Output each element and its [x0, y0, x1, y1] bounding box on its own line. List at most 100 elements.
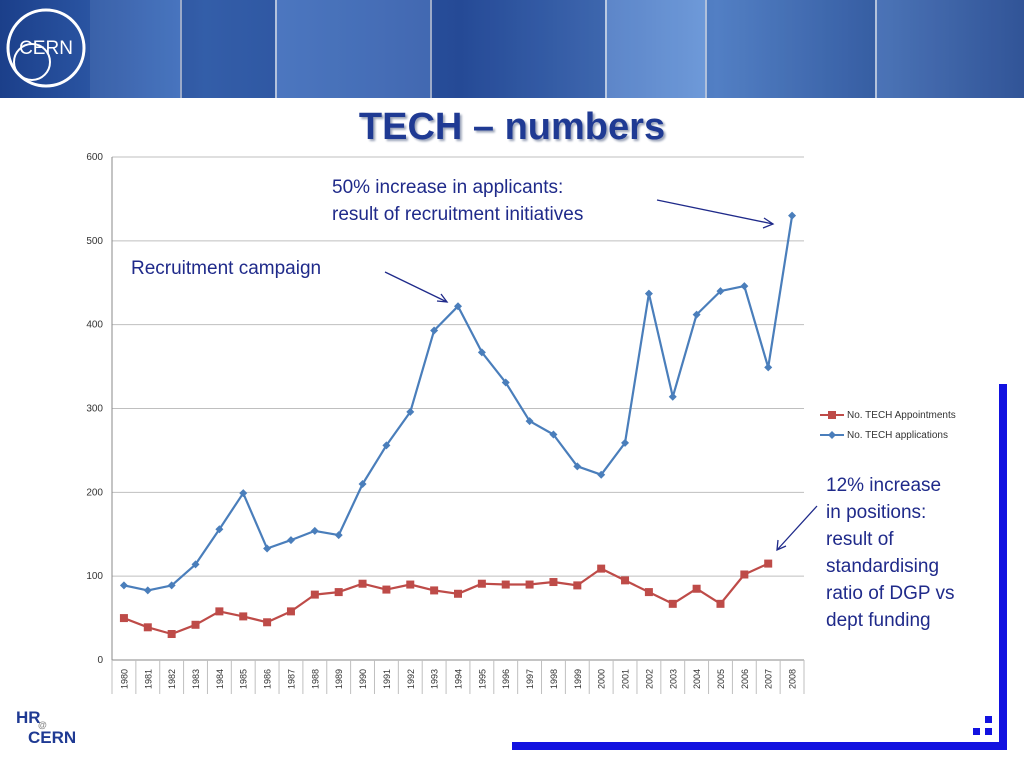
- applicants-arrow: [656, 199, 774, 225]
- banner-image-panel: [875, 0, 1024, 98]
- y-tick-label: 200: [86, 487, 103, 498]
- data-point-applications: [430, 326, 439, 335]
- data-point-applications: [716, 287, 725, 296]
- data-point-applications: [286, 536, 295, 545]
- data-point-appointments: [716, 599, 725, 608]
- y-tick-label: 100: [86, 571, 103, 582]
- data-point-appointments: [644, 588, 653, 597]
- x-tick-label: 1986: [263, 669, 273, 689]
- x-tick-label: 1980: [119, 669, 129, 689]
- chart-axes: 0 100 200 300 400 500 600 1980 1981 1982 1983 1984 1…: [86, 152, 805, 694]
- x-tick-label: 1987: [286, 669, 296, 689]
- data-point-appointments: [597, 564, 606, 573]
- data-point-applications: [668, 392, 677, 401]
- x-tick-label: 2006: [740, 669, 750, 689]
- data-point-appointments: [501, 580, 510, 589]
- x-tick-label: 1988: [310, 669, 320, 689]
- data-point-applications: [525, 417, 534, 426]
- data-point-appointments: [263, 618, 272, 627]
- data-point-appointments: [143, 623, 152, 632]
- applicants-annotation-line: 50% increase in applicants:: [332, 177, 564, 198]
- banner-image-panel: [705, 0, 877, 98]
- data-point-appointments: [167, 630, 176, 639]
- header-banner: CERN: [0, 0, 1024, 98]
- data-point-applications: [382, 441, 391, 450]
- data-point-applications: [788, 211, 797, 220]
- svg-text:HR: HR: [16, 708, 41, 727]
- data-point-applications: [191, 560, 200, 569]
- positions-annotation-line: ratio of DGP vs: [826, 583, 955, 604]
- data-point-applications: [477, 348, 486, 357]
- x-tick-label: 1993: [430, 669, 440, 689]
- data-point-appointments: [382, 585, 391, 594]
- y-tick-label: 400: [86, 320, 103, 331]
- positions-annotation-line: 12% increase: [826, 475, 942, 496]
- slide-title: TECH – numbers: [358, 106, 666, 148]
- data-point-appointments: [477, 579, 486, 588]
- data-point-appointments: [191, 620, 200, 629]
- legend-label: No. TECH applications: [847, 429, 948, 441]
- x-tick-label: 2001: [621, 669, 631, 689]
- data-point-applications: [310, 526, 319, 535]
- x-tick-label: 2008: [788, 669, 798, 689]
- chart-legend: No. TECH Appointments No. TECH applicati…: [820, 405, 956, 445]
- data-point-applications: [119, 581, 128, 590]
- data-point-appointments: [740, 570, 749, 579]
- positions-annotation-line: dept funding: [826, 610, 931, 631]
- x-tick-label: 1991: [382, 669, 392, 689]
- data-point-applications: [406, 407, 415, 416]
- x-tick-label: 2005: [716, 669, 726, 689]
- legend-item-applications: No. TECH applications: [820, 425, 956, 445]
- data-point-appointments: [406, 580, 415, 589]
- data-point-appointments: [310, 590, 319, 599]
- data-point-applications: [215, 525, 224, 534]
- banner-image-panel: [430, 0, 607, 98]
- data-point-appointments: [764, 559, 773, 568]
- data-point-applications: [501, 378, 510, 387]
- data-point-appointments: [454, 589, 462, 598]
- banner-image-panel: [90, 0, 182, 98]
- positions-arrow: [776, 505, 818, 551]
- y-tick-label: 300: [86, 404, 103, 415]
- x-tick-label: 2007: [764, 669, 774, 689]
- x-tick-label: 2004: [692, 669, 702, 689]
- data-point-appointments: [668, 599, 677, 608]
- positions-annotation: 12% increase in positions: result of sta…: [826, 472, 954, 634]
- campaign-arrow: [384, 271, 448, 303]
- y-tick-label: 600: [86, 152, 103, 163]
- legend-label: No. TECH Appointments: [847, 409, 956, 421]
- data-point-applications: [644, 289, 653, 298]
- x-tick-label: 1985: [239, 669, 249, 689]
- x-tick-label: 1997: [525, 669, 535, 689]
- decorative-square: [985, 728, 992, 735]
- data-point-appointments: [119, 614, 128, 623]
- data-point-applications: [692, 310, 701, 319]
- data-point-appointments: [239, 612, 248, 621]
- x-tick-label: 1989: [334, 669, 344, 689]
- decorative-bar-vertical: [999, 384, 1007, 750]
- applicants-annotation-line: result of recruitment initiatives: [332, 204, 584, 225]
- data-point-applications: [573, 462, 582, 471]
- legend-swatch-applications: [820, 431, 844, 439]
- data-point-appointments: [334, 588, 343, 597]
- x-tick-label: 1981: [143, 669, 153, 689]
- applicants-arrow-head: [762, 217, 775, 229]
- data-point-applications: [764, 363, 773, 372]
- data-point-appointments: [215, 607, 224, 616]
- positions-arrow-head: [776, 539, 787, 552]
- x-tick-label: 1994: [454, 669, 464, 689]
- data-point-appointments: [286, 607, 295, 616]
- hr-cern-logo-graphic: HR @ CERN: [16, 708, 76, 747]
- x-tick-label: 1982: [167, 669, 177, 689]
- svg-text:@: @: [38, 720, 47, 730]
- x-tick-label: 1999: [573, 669, 583, 689]
- data-point-applications: [143, 586, 152, 595]
- data-point-appointments: [430, 586, 439, 595]
- x-tick-label: 1983: [191, 669, 201, 689]
- series-line-appointments: [123, 562, 769, 636]
- chart-series: [119, 211, 797, 639]
- data-point-appointments: [692, 584, 701, 593]
- campaign-annotation: Recruitment campaign: [131, 258, 322, 279]
- hr-cern-logo: HR @ CERN: [14, 706, 84, 747]
- cern-logo-text: CERN: [19, 38, 73, 59]
